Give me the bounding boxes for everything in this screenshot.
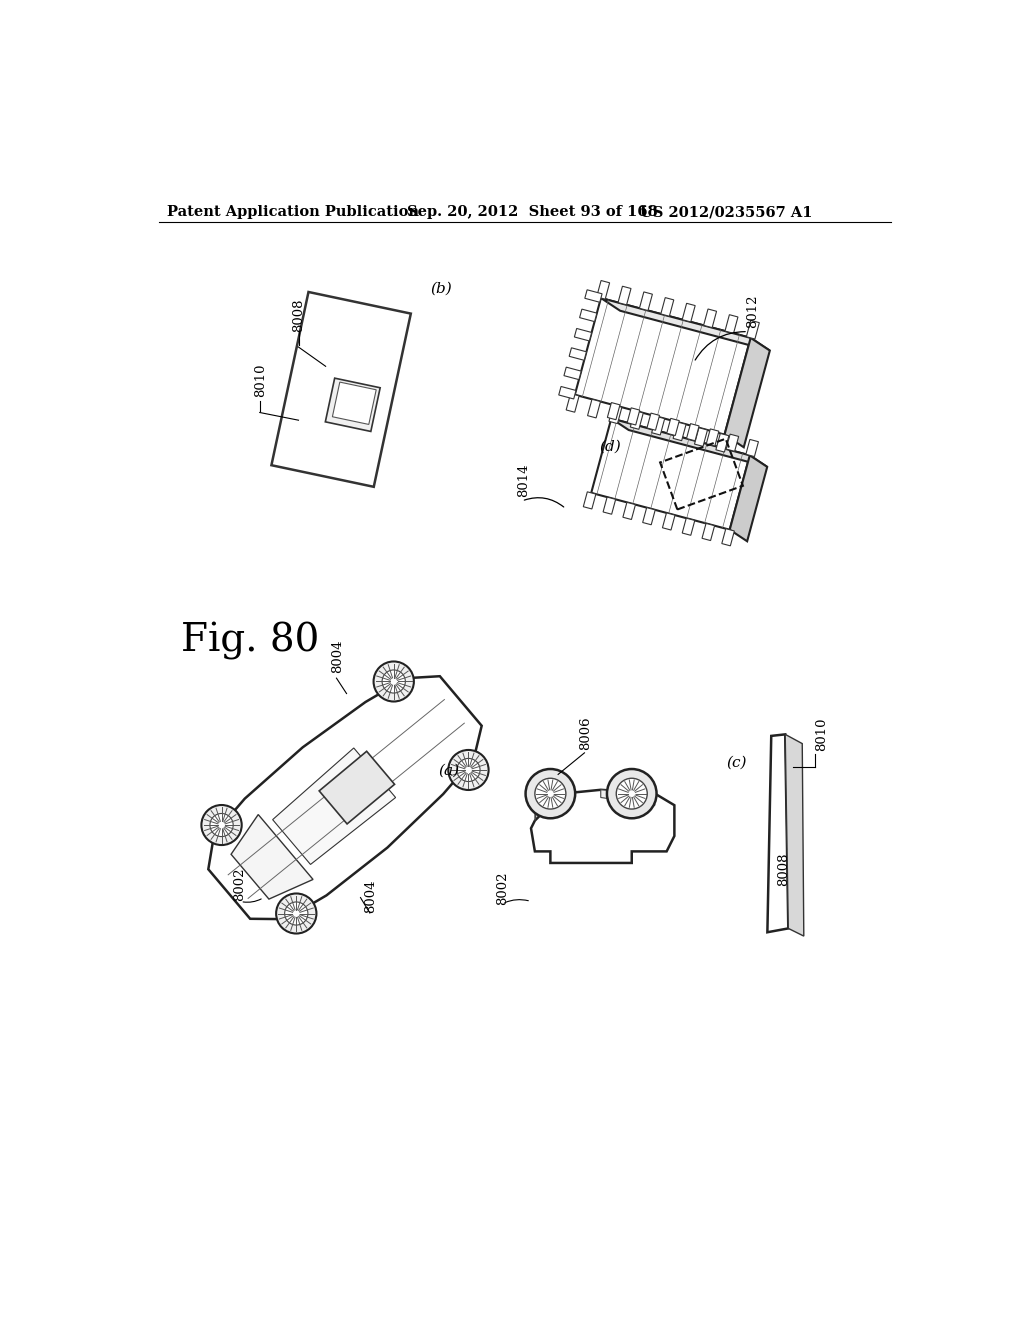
Polygon shape [627,408,640,425]
Polygon shape [607,403,620,420]
Text: 8004: 8004 [365,879,378,913]
Circle shape [607,770,656,818]
Text: 8012: 8012 [746,294,760,327]
Circle shape [535,779,566,809]
Ellipse shape [449,750,488,789]
Polygon shape [601,789,655,805]
Polygon shape [611,418,767,467]
Polygon shape [591,418,750,529]
Polygon shape [767,734,788,932]
Polygon shape [333,381,376,425]
Polygon shape [566,393,580,412]
Polygon shape [643,508,655,525]
Ellipse shape [285,902,308,925]
Polygon shape [559,387,575,399]
Polygon shape [588,399,600,418]
Polygon shape [535,793,560,821]
Polygon shape [702,524,715,541]
Polygon shape [703,309,717,327]
Text: Patent Application Publication: Patent Application Publication [167,206,419,219]
Polygon shape [574,329,592,341]
Text: 8008: 8008 [292,298,305,331]
Polygon shape [272,748,395,865]
Polygon shape [725,338,770,447]
Polygon shape [663,513,675,531]
Ellipse shape [457,759,480,781]
Circle shape [525,770,575,818]
Ellipse shape [382,671,406,693]
Polygon shape [584,492,596,510]
Polygon shape [531,789,675,863]
Polygon shape [609,405,622,424]
Polygon shape [597,281,609,300]
Text: US 2012/0235567 A1: US 2012/0235567 A1 [640,206,812,219]
Text: 8004: 8004 [331,639,344,673]
Polygon shape [647,413,659,430]
Polygon shape [785,734,804,936]
Polygon shape [673,422,686,441]
Polygon shape [631,411,643,429]
Polygon shape [707,429,719,446]
Polygon shape [639,292,652,310]
Polygon shape [580,309,597,322]
Polygon shape [601,298,770,351]
Polygon shape [745,440,759,457]
Polygon shape [271,292,411,487]
Polygon shape [618,286,631,305]
Polygon shape [726,434,738,451]
Polygon shape [326,378,380,432]
Text: 8010: 8010 [815,718,828,751]
Polygon shape [660,297,674,317]
Polygon shape [686,424,699,441]
Polygon shape [725,314,738,334]
Text: Sep. 20, 2012  Sheet 93 of 168: Sep. 20, 2012 Sheet 93 of 168 [407,206,657,219]
Ellipse shape [276,894,316,933]
Polygon shape [682,519,695,536]
Text: (b): (b) [430,282,452,296]
Polygon shape [574,298,751,434]
Ellipse shape [374,661,414,701]
Polygon shape [623,503,636,520]
Polygon shape [208,676,481,919]
Polygon shape [651,416,665,436]
Polygon shape [231,814,313,899]
Text: (c): (c) [726,755,746,770]
Text: 8002: 8002 [232,869,246,902]
Text: 8014: 8014 [517,463,530,498]
Text: 8010: 8010 [254,363,267,397]
Polygon shape [694,428,708,446]
Polygon shape [585,290,602,302]
Polygon shape [682,304,695,322]
Text: Fig. 80: Fig. 80 [180,622,319,660]
Circle shape [616,779,647,809]
Ellipse shape [210,813,233,837]
Polygon shape [603,498,615,515]
Text: (d): (d) [599,440,621,454]
Polygon shape [722,529,734,546]
Polygon shape [319,751,394,824]
Polygon shape [746,321,760,339]
Polygon shape [564,367,582,380]
Text: 8002: 8002 [496,871,509,906]
Polygon shape [667,418,679,436]
Text: (a): (a) [438,763,459,777]
Text: 8008: 8008 [777,853,791,886]
Polygon shape [730,455,767,541]
Polygon shape [569,347,587,360]
Text: 8006: 8006 [579,717,592,750]
Ellipse shape [202,805,242,845]
Polygon shape [716,433,729,451]
